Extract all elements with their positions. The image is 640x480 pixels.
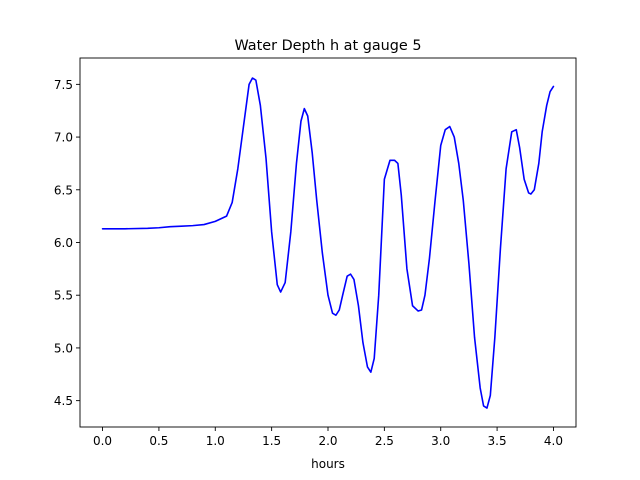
x-tick-label: 2.5 bbox=[375, 434, 394, 448]
y-tick-label: 5.0 bbox=[54, 341, 73, 355]
x-axis: 0.0 0.5 1.0 1.5 2.0 2.5 3.0 3.5 4.0 bbox=[93, 427, 563, 448]
x-axis-label: hours bbox=[311, 457, 345, 471]
x-tick-label: 3.5 bbox=[488, 434, 507, 448]
x-tick-label: 0.0 bbox=[93, 434, 112, 448]
y-tick-label: 6.5 bbox=[54, 183, 73, 197]
y-tick-label: 7.5 bbox=[54, 78, 73, 92]
x-tick-label: 3.0 bbox=[431, 434, 450, 448]
series-line-0 bbox=[101, 77, 555, 409]
x-tick-label: 1.5 bbox=[262, 434, 281, 448]
y-tick-label: 5.5 bbox=[54, 289, 73, 303]
x-tick-label: 0.5 bbox=[149, 434, 168, 448]
chart-title: Water Depth h at gauge 5 bbox=[234, 38, 421, 54]
y-axis: 4.5 5.0 5.5 6.0 6.5 7.0 7.5 bbox=[54, 78, 80, 408]
x-tick-label: 2.0 bbox=[318, 434, 337, 448]
x-tick-label: 4.0 bbox=[544, 434, 563, 448]
y-tick-label: 6.0 bbox=[54, 236, 73, 250]
y-tick-label: 4.5 bbox=[54, 394, 73, 408]
x-tick-label: 1.0 bbox=[206, 434, 225, 448]
y-tick-label: 7.0 bbox=[54, 131, 73, 145]
